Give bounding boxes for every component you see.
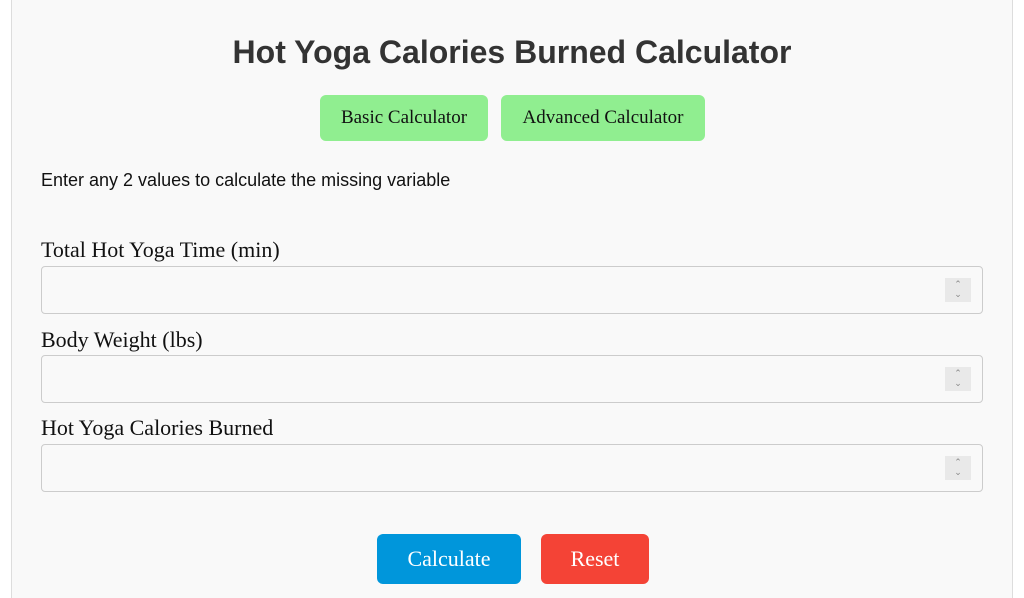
reset-button[interactable]: Reset (541, 534, 649, 584)
time-label: Total Hot Yoga Time (min) (41, 237, 280, 262)
tab-advanced-calculator[interactable]: Advanced Calculator (501, 95, 705, 141)
calculator-container: Hot Yoga Calories Burned Calculator Basi… (11, 0, 1013, 598)
time-input[interactable]: ⌃ ⌄ (41, 266, 983, 314)
calories-input[interactable]: ⌃ ⌄ (41, 444, 983, 492)
chevron-up-icon[interactable]: ⌃ (954, 280, 962, 290)
number-spinner[interactable]: ⌃ ⌄ (945, 456, 971, 480)
page-title: Hot Yoga Calories Burned Calculator (232, 34, 792, 70)
calculate-button[interactable]: Calculate (377, 534, 521, 584)
chevron-down-icon[interactable]: ⌄ (954, 379, 962, 389)
chevron-up-icon[interactable]: ⌃ (954, 369, 962, 379)
chevron-down-icon[interactable]: ⌄ (954, 468, 962, 478)
tab-basic-calculator[interactable]: Basic Calculator (320, 95, 488, 141)
weight-label: Body Weight (lbs) (41, 327, 203, 352)
number-spinner[interactable]: ⌃ ⌄ (945, 278, 971, 302)
chevron-down-icon[interactable]: ⌄ (954, 290, 962, 300)
weight-input[interactable]: ⌃ ⌄ (41, 355, 983, 403)
number-spinner[interactable]: ⌃ ⌄ (945, 367, 971, 391)
calories-label: Hot Yoga Calories Burned (41, 415, 274, 440)
chevron-up-icon[interactable]: ⌃ (954, 458, 962, 468)
instruction-text: Enter any 2 values to calculate the miss… (41, 170, 451, 190)
